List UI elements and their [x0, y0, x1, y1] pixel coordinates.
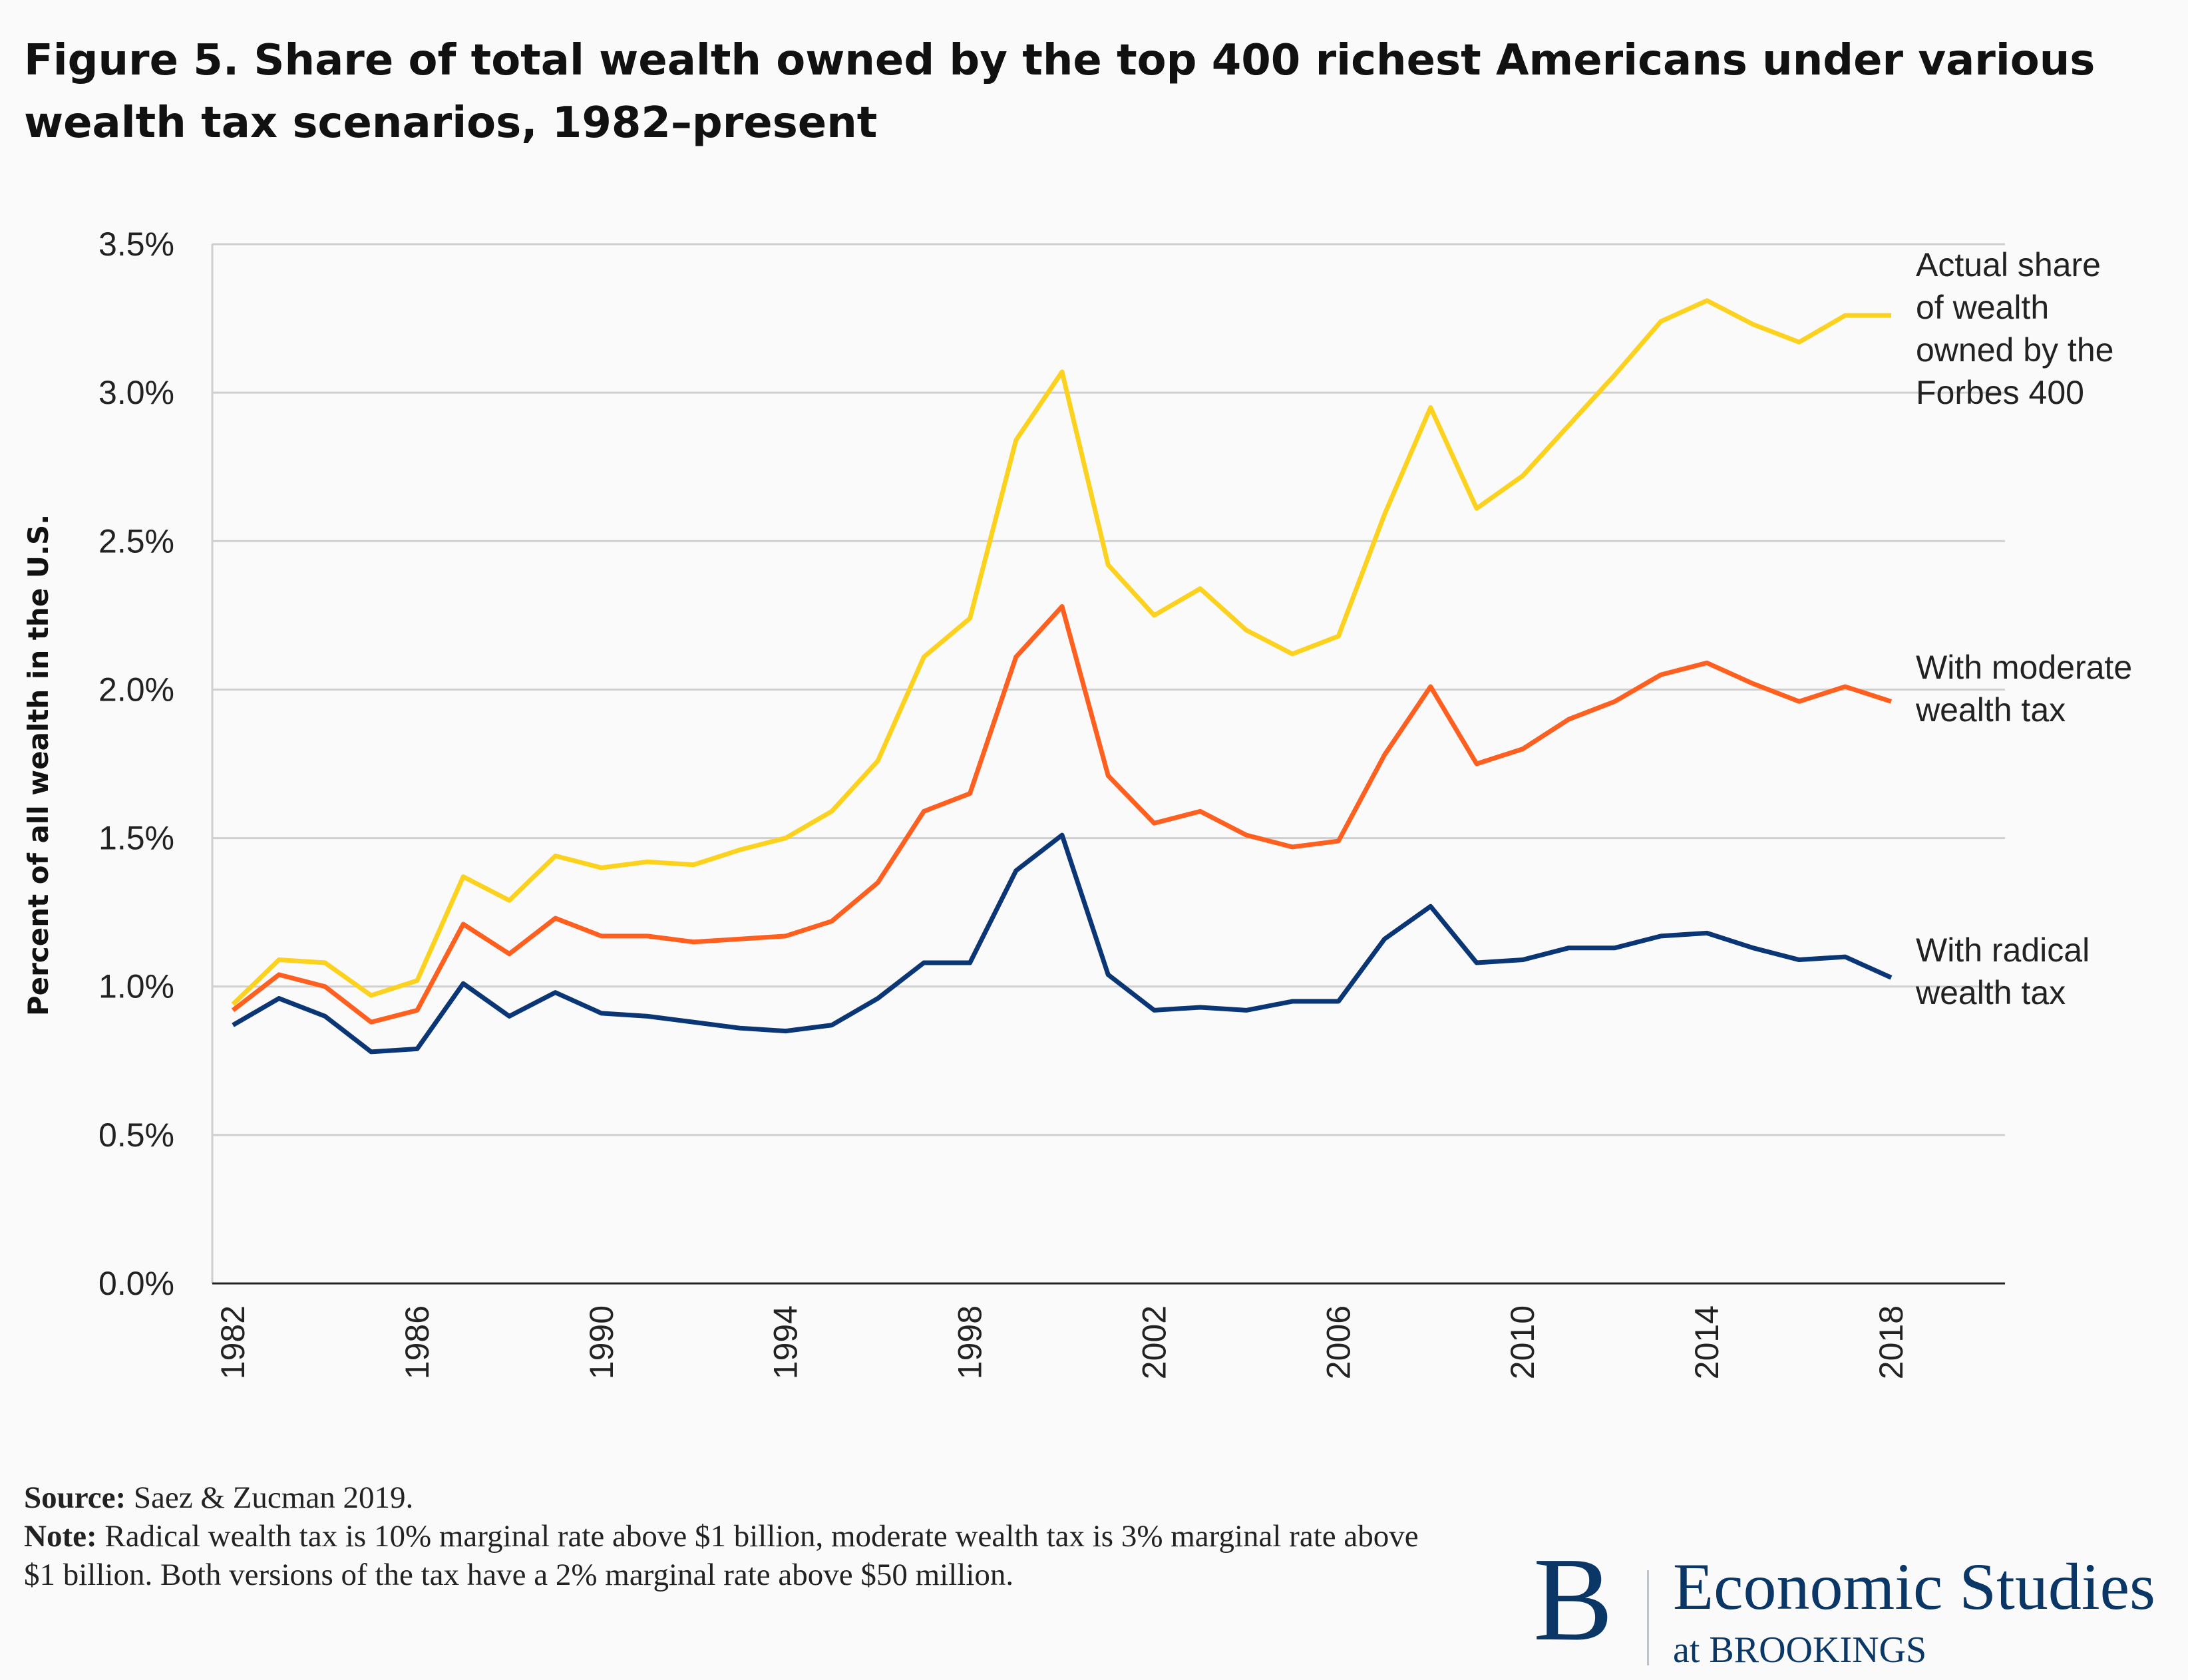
- logo-letter: B: [1533, 1533, 1614, 1665]
- x-tick-label: 2006: [1320, 1305, 1357, 1379]
- series-label: Actual share: [1916, 246, 2101, 283]
- x-tick-label: 1990: [583, 1305, 620, 1379]
- y-tick-label: 1.5%: [98, 820, 174, 857]
- y-tick-label: 3.0%: [98, 374, 174, 411]
- note-text: Radical wealth tax is 10% marginal rate …: [24, 1519, 1419, 1592]
- x-tick-label: 1994: [767, 1305, 805, 1379]
- y-tick-label: 1.0%: [98, 968, 174, 1005]
- gridlines: [212, 243, 2005, 1136]
- y-tick-label: 0.5%: [98, 1116, 174, 1154]
- series-label: Forbes 400: [1916, 374, 2084, 411]
- series-line-0: [231, 298, 1891, 1007]
- note-line: Note: Radical wealth tax is 10% marginal…: [24, 1517, 1421, 1594]
- series-labels: Actual share of wealth owned by the Forbes …: [1915, 246, 2132, 1011]
- series-label: With moderate: [1916, 649, 2132, 686]
- source-text: Saez & Zucman 2019.: [126, 1480, 414, 1515]
- series-line-1: [231, 603, 1893, 1025]
- source-line: Source: Saez & Zucman 2019.: [24, 1478, 1421, 1517]
- series-label: owned by the: [1916, 331, 2113, 369]
- notes: Source: Saez & Zucman 2019. Note: Radica…: [24, 1478, 1421, 1594]
- x-tick-label: 2002: [1135, 1305, 1173, 1379]
- y-axis-label: Percent of all wealth in the U.S.: [22, 514, 55, 1016]
- y-tick-label: 2.5%: [98, 522, 174, 560]
- series-lines: [231, 298, 1893, 1055]
- logo-sub: at BROOKINGS: [1673, 1629, 1927, 1671]
- x-tick-label: 2010: [1504, 1305, 1541, 1379]
- y-tick-label: 3.5%: [98, 226, 174, 263]
- logo-divider: [1647, 1570, 1649, 1665]
- x-tick-label: 2014: [1688, 1305, 1726, 1379]
- series-label: wealth tax: [1915, 691, 2066, 729]
- axes: 0.0% 0.5% 1.0% 1.5% 2.0% 2.5% 3.0% 3.5% 1982 1986…: [98, 226, 2005, 1379]
- series-line-2: [232, 832, 1893, 1055]
- note-label: Note:: [24, 1519, 97, 1554]
- series-label: wealth tax: [1915, 974, 2066, 1011]
- x-tick-label: 1982: [214, 1305, 252, 1379]
- x-tick-label: 2018: [1873, 1305, 1910, 1379]
- series-label: of wealth: [1916, 289, 2049, 326]
- y-tick-label: 0.0%: [98, 1265, 174, 1302]
- x-tick-label: 1986: [399, 1305, 436, 1379]
- chart-title: Figure 5. Share of total wealth owned by…: [24, 36, 2096, 148]
- y-tick-label: 2.0%: [98, 671, 174, 708]
- x-tick-label: 1998: [952, 1305, 989, 1379]
- source-label: Source:: [24, 1480, 126, 1515]
- logo-name: Economic Studies: [1673, 1550, 2155, 1623]
- series-label: With radical: [1916, 931, 2090, 969]
